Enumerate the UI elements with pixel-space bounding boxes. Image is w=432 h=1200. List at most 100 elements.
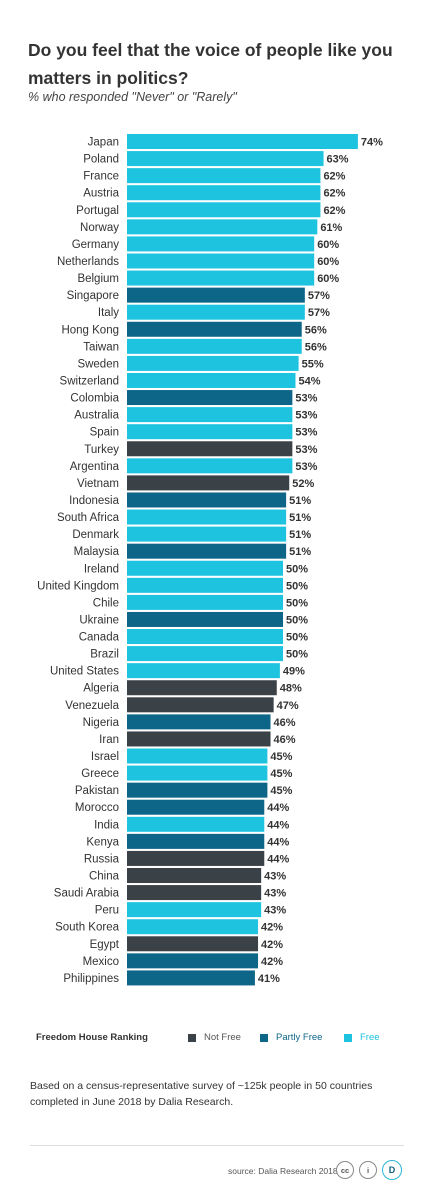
value-label-switzerland: 54% <box>298 375 320 387</box>
category-label-spain: Spain <box>90 427 119 439</box>
value-label-kenya: 44% <box>267 836 289 848</box>
value-label-austria: 62% <box>323 188 345 200</box>
legend-swatch-partly-free <box>260 1033 268 1042</box>
value-label-greece: 45% <box>270 768 292 780</box>
value-label-norway: 61% <box>320 222 342 234</box>
category-label-canada: Canada <box>79 632 120 644</box>
value-label-brazil: 50% <box>286 649 308 661</box>
bar-china <box>127 868 262 884</box>
value-label-nigeria: 46% <box>274 717 296 729</box>
legend-swatch-not-free <box>188 1033 196 1042</box>
legend-item-partly-free: Partly Free <box>260 1032 322 1043</box>
bar-norway <box>127 219 318 235</box>
category-label-belgium: Belgium <box>77 273 119 285</box>
category-label-vietnam: Vietnam <box>77 478 119 490</box>
value-label-spain: 53% <box>295 427 317 439</box>
legend-item-not-free: Not Free <box>188 1032 241 1043</box>
value-label-venezuela: 47% <box>277 700 299 712</box>
value-label-france: 62% <box>323 171 345 183</box>
value-label-peru: 43% <box>264 905 286 917</box>
category-label-france: France <box>83 171 119 183</box>
bar-denmark <box>127 526 287 542</box>
value-label-denmark: 51% <box>289 529 311 541</box>
bar-brazil <box>127 646 283 662</box>
category-label-israel: Israel <box>91 751 119 763</box>
category-label-china: China <box>89 871 120 883</box>
bar-belgium <box>127 270 315 286</box>
value-label-pakistan: 45% <box>270 785 292 797</box>
category-label-algeria: Algeria <box>83 683 119 695</box>
bar-canada <box>127 629 283 645</box>
category-label-kenya: Kenya <box>86 836 119 848</box>
value-label-germany: 60% <box>317 239 339 251</box>
legend-swatch-free <box>344 1033 352 1042</box>
bar-sweden <box>127 355 299 371</box>
bar-japan <box>127 134 358 149</box>
bar-italy <box>127 304 305 320</box>
category-label-venezuela: Venezuela <box>65 700 119 712</box>
legend-label-free: Free <box>360 1032 380 1043</box>
value-label-belgium: 60% <box>317 273 339 285</box>
bar-nigeria <box>127 714 271 730</box>
category-label-chile: Chile <box>93 597 119 609</box>
value-label-china: 43% <box>264 871 286 883</box>
category-label-ireland: Ireland <box>84 563 119 575</box>
category-label-portugal: Portugal <box>76 205 119 217</box>
value-label-netherlands: 60% <box>317 256 339 268</box>
survey-note: Based on a census-representative survey … <box>30 1080 373 1108</box>
value-label-united-states: 49% <box>283 666 305 678</box>
bar-egypt <box>127 936 259 952</box>
bar-india <box>127 816 265 832</box>
value-label-chile: 50% <box>286 597 308 609</box>
bar-turkey <box>127 441 293 457</box>
bar-ukraine <box>127 611 283 627</box>
value-label-portugal: 62% <box>323 205 345 217</box>
bar-vietnam <box>127 475 290 491</box>
bar-taiwan <box>127 338 302 354</box>
value-label-colombia: 53% <box>295 393 317 405</box>
legend-item-free: Free <box>344 1032 380 1043</box>
bar-united-kingdom <box>127 577 283 593</box>
value-label-ireland: 50% <box>286 563 308 575</box>
category-label-denmark: Denmark <box>72 529 119 541</box>
category-label-singapore: Singapore <box>67 290 119 302</box>
bar-australia <box>127 407 293 423</box>
category-label-peru: Peru <box>95 905 119 917</box>
bar-portugal <box>127 202 321 218</box>
bar-indonesia <box>127 492 287 508</box>
bar-peru <box>127 902 262 918</box>
legend-label-partly-free: Partly Free <box>276 1032 323 1043</box>
category-label-nigeria: Nigeria <box>83 717 120 729</box>
value-label-iran: 46% <box>274 734 296 746</box>
value-label-ukraine: 50% <box>286 614 308 626</box>
category-label-taiwan: Taiwan <box>83 341 119 353</box>
dalia-logo-icon: D <box>382 1160 402 1180</box>
bar-pakistan <box>127 782 268 798</box>
value-label-algeria: 48% <box>280 683 302 695</box>
value-label-mexico: 42% <box>261 956 283 968</box>
category-label-mexico: Mexico <box>83 956 119 968</box>
bar-switzerland <box>127 372 296 388</box>
value-label-philippines: 41% <box>258 973 280 985</box>
category-label-egypt: Egypt <box>90 939 120 951</box>
value-label-vietnam: 52% <box>292 478 314 490</box>
value-label-sweden: 55% <box>302 358 324 370</box>
bar-malaysia <box>127 543 287 559</box>
category-label-south-africa: South Africa <box>57 512 120 524</box>
category-label-austria: Austria <box>83 188 119 200</box>
category-label-japan: Japan <box>88 137 119 149</box>
bar-venezuela <box>127 697 274 713</box>
category-label-norway: Norway <box>80 222 119 234</box>
category-label-greece: Greece <box>81 768 119 780</box>
bar-morocco <box>127 799 265 815</box>
category-label-switzerland: Switzerland <box>60 375 119 387</box>
category-label-united-states: United States <box>50 666 119 678</box>
value-label-saudi-arabia: 43% <box>264 888 286 900</box>
bar-ireland <box>127 560 283 576</box>
creative-commons-icon: cc <box>336 1161 354 1179</box>
category-label-australia: Australia <box>74 410 119 422</box>
category-label-united-kingdom: United Kingdom <box>37 580 119 592</box>
value-label-japan: 74% <box>361 137 383 149</box>
value-label-hong-kong: 56% <box>305 324 327 336</box>
bar-chart: Japan 74% Poland 63% France 62% Austria 62% Port… <box>37 134 383 986</box>
